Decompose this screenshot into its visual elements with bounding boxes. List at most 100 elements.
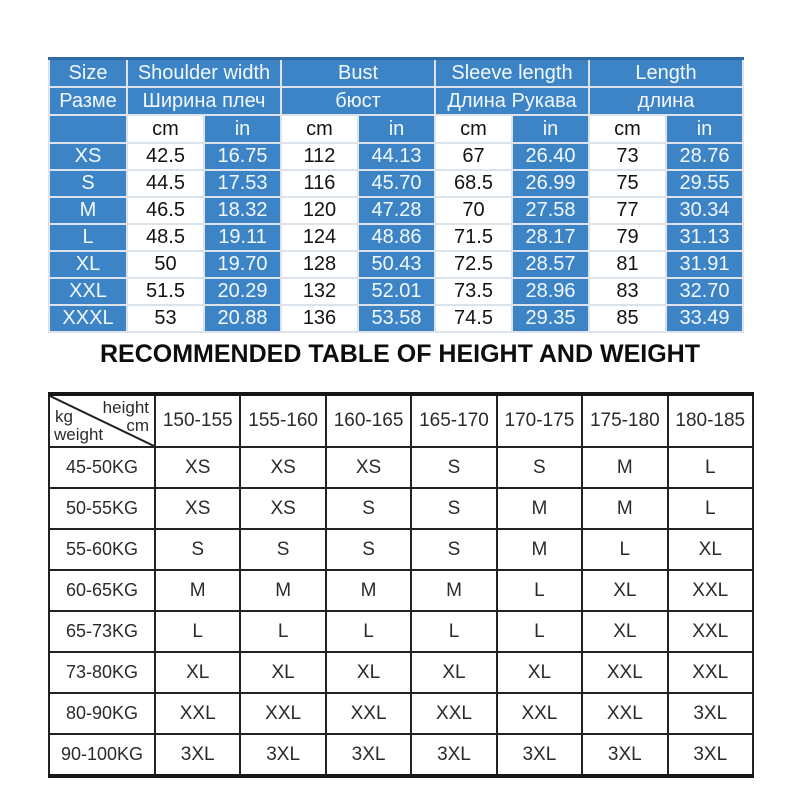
in-value-cell: 47.28 bbox=[357, 196, 436, 225]
weight-table-row: 90-100KG 3XL 3XL 3XL 3XL 3XL 3XL 3XL bbox=[48, 733, 755, 777]
column-header-ru: бюст bbox=[280, 86, 436, 116]
in-value-cell: 50.43 bbox=[357, 250, 436, 279]
recommended-size-cell: M bbox=[495, 487, 584, 530]
weight-range-cell: 55-60KG bbox=[48, 528, 156, 571]
recommended-size-cell: S bbox=[410, 528, 498, 571]
recommended-size-cell: L bbox=[153, 610, 242, 653]
weight-table-row: 60-65KG M M M M L XL XXL bbox=[48, 569, 755, 612]
recommended-size-cell: XS bbox=[153, 487, 242, 530]
in-value-cell: 20.29 bbox=[203, 277, 282, 306]
cm-value-cell: 85 bbox=[588, 304, 667, 333]
unit-in-label: in bbox=[665, 114, 744, 144]
recommended-size-cell: M bbox=[581, 446, 669, 489]
in-value-cell: 30.34 bbox=[665, 196, 744, 225]
column-header-en: Shoulder width bbox=[126, 57, 282, 88]
height-range-header: 155-160 bbox=[239, 393, 327, 448]
size-table-row: XS 42.5 16.75 112 44.13 67 26.40 73 28.76 bbox=[48, 142, 744, 171]
cm-value-cell: 81 bbox=[588, 250, 667, 279]
cm-value-cell: 72.5 bbox=[434, 250, 513, 279]
weight-range-cell: 80-90KG bbox=[48, 692, 156, 735]
recommended-size-cell: XS bbox=[324, 446, 413, 489]
size-header-row-ru: Разме Ширина плеч бюст Длина Рукава длина bbox=[48, 86, 744, 116]
in-value-cell: 53.58 bbox=[357, 304, 436, 333]
recommended-size-cell: S bbox=[324, 528, 413, 571]
size-table-row: XXL 51.5 20.29 132 52.01 73.5 28.96 83 32.70 bbox=[48, 277, 744, 306]
height-range-header: 175-180 bbox=[581, 393, 669, 448]
recommended-size-cell: S bbox=[495, 446, 584, 489]
recommended-size-cell: XXL bbox=[410, 692, 498, 735]
recommended-size-cell: L bbox=[495, 610, 584, 653]
recommended-size-cell: 3XL bbox=[239, 733, 327, 777]
size-table-row: L 48.5 19.11 124 48.86 71.5 28.17 79 31.13 bbox=[48, 223, 744, 252]
column-header-en: Sleeve length bbox=[434, 57, 590, 88]
unit-cm-label: cm bbox=[280, 114, 359, 144]
units-blank-cell bbox=[48, 114, 128, 144]
weight-table-row: 55-60KG S S S S M L XL bbox=[48, 528, 755, 571]
size-label-cell: L bbox=[48, 223, 128, 252]
cm-value-cell: 48.5 bbox=[126, 223, 205, 252]
height-range-header: 180-185 bbox=[666, 393, 755, 448]
unit-in-label: in bbox=[203, 114, 282, 144]
in-value-cell: 45.70 bbox=[357, 169, 436, 198]
column-header-en: Size bbox=[48, 57, 128, 88]
recommended-size-cell: L bbox=[239, 610, 327, 653]
weight-table-row: 65-73KG L L L L L XL XXL bbox=[48, 610, 755, 653]
corner-height-label: height bbox=[102, 398, 149, 417]
weight-range-cell: 50-55KG bbox=[48, 487, 156, 530]
cm-value-cell: 75 bbox=[588, 169, 667, 198]
recommended-size-cell: 3XL bbox=[666, 692, 755, 735]
recommended-size-cell: XL bbox=[324, 651, 413, 694]
column-header-ru: Разме bbox=[48, 86, 128, 116]
weight-range-cell: 65-73KG bbox=[48, 610, 156, 653]
recommended-size-cell: XXL bbox=[666, 610, 755, 653]
in-value-cell: 52.01 bbox=[357, 277, 436, 306]
recommended-size-cell: XL bbox=[495, 651, 584, 694]
recommended-size-cell: L bbox=[495, 569, 584, 612]
weight-table-row: 45-50KG XS XS XS S S M L bbox=[48, 446, 755, 489]
corner-cm-label: cm bbox=[126, 416, 149, 435]
recommended-size-cell: XXL bbox=[581, 692, 669, 735]
recommended-size-cell: L bbox=[581, 528, 669, 571]
in-value-cell: 29.55 bbox=[665, 169, 744, 198]
in-value-cell: 19.11 bbox=[203, 223, 282, 252]
cm-value-cell: 112 bbox=[280, 142, 359, 171]
weight-range-cell: 73-80KG bbox=[48, 651, 156, 694]
unit-in-label: in bbox=[357, 114, 436, 144]
cm-value-cell: 68.5 bbox=[434, 169, 513, 198]
column-header-ru: Длина Рукава bbox=[434, 86, 590, 116]
cm-value-cell: 120 bbox=[280, 196, 359, 225]
corner-kg-label: kg bbox=[55, 407, 73, 426]
cm-value-cell: 73 bbox=[588, 142, 667, 171]
in-value-cell: 28.17 bbox=[511, 223, 590, 252]
recommended-size-cell: L bbox=[410, 610, 498, 653]
cm-value-cell: 116 bbox=[280, 169, 359, 198]
column-header-ru: длина bbox=[588, 86, 744, 116]
recommended-size-cell: M bbox=[495, 528, 584, 571]
recommended-size-cell: 3XL bbox=[495, 733, 584, 777]
height-weight-table: height cm kg weight 150-155 155-160 160-16… bbox=[48, 392, 755, 778]
weight-table-row: 80-90KG XXL XXL XXL XXL XXL XXL 3XL bbox=[48, 692, 755, 735]
recommended-size-cell: XS bbox=[153, 446, 242, 489]
recommended-size-cell: M bbox=[410, 569, 498, 612]
recommended-size-cell: L bbox=[666, 446, 755, 489]
corner-cell: height cm kg weight bbox=[48, 393, 156, 448]
in-value-cell: 33.49 bbox=[665, 304, 744, 333]
recommended-size-cell: 3XL bbox=[666, 733, 755, 777]
cm-value-cell: 83 bbox=[588, 277, 667, 306]
in-value-cell: 17.53 bbox=[203, 169, 282, 198]
height-weight-title: RECOMMENDED TABLE OF HEIGHT AND WEIGHT bbox=[100, 340, 700, 368]
in-value-cell: 20.88 bbox=[203, 304, 282, 333]
recommended-size-cell: 3XL bbox=[153, 733, 242, 777]
size-table-header: Size Shoulder width Bust Sleeve length Lengt… bbox=[48, 57, 744, 144]
height-range-header: 165-170 bbox=[410, 393, 498, 448]
recommended-size-cell: 3XL bbox=[410, 733, 498, 777]
in-value-cell: 28.76 bbox=[665, 142, 744, 171]
size-header-row-en: Size Shoulder width Bust Sleeve length Lengt… bbox=[48, 57, 744, 88]
in-value-cell: 16.75 bbox=[203, 142, 282, 171]
weight-range-cell: 60-65KG bbox=[48, 569, 156, 612]
recommended-size-cell: L bbox=[666, 487, 755, 530]
recommended-size-cell: S bbox=[324, 487, 413, 530]
cm-value-cell: 74.5 bbox=[434, 304, 513, 333]
recommended-size-cell: XXL bbox=[495, 692, 584, 735]
